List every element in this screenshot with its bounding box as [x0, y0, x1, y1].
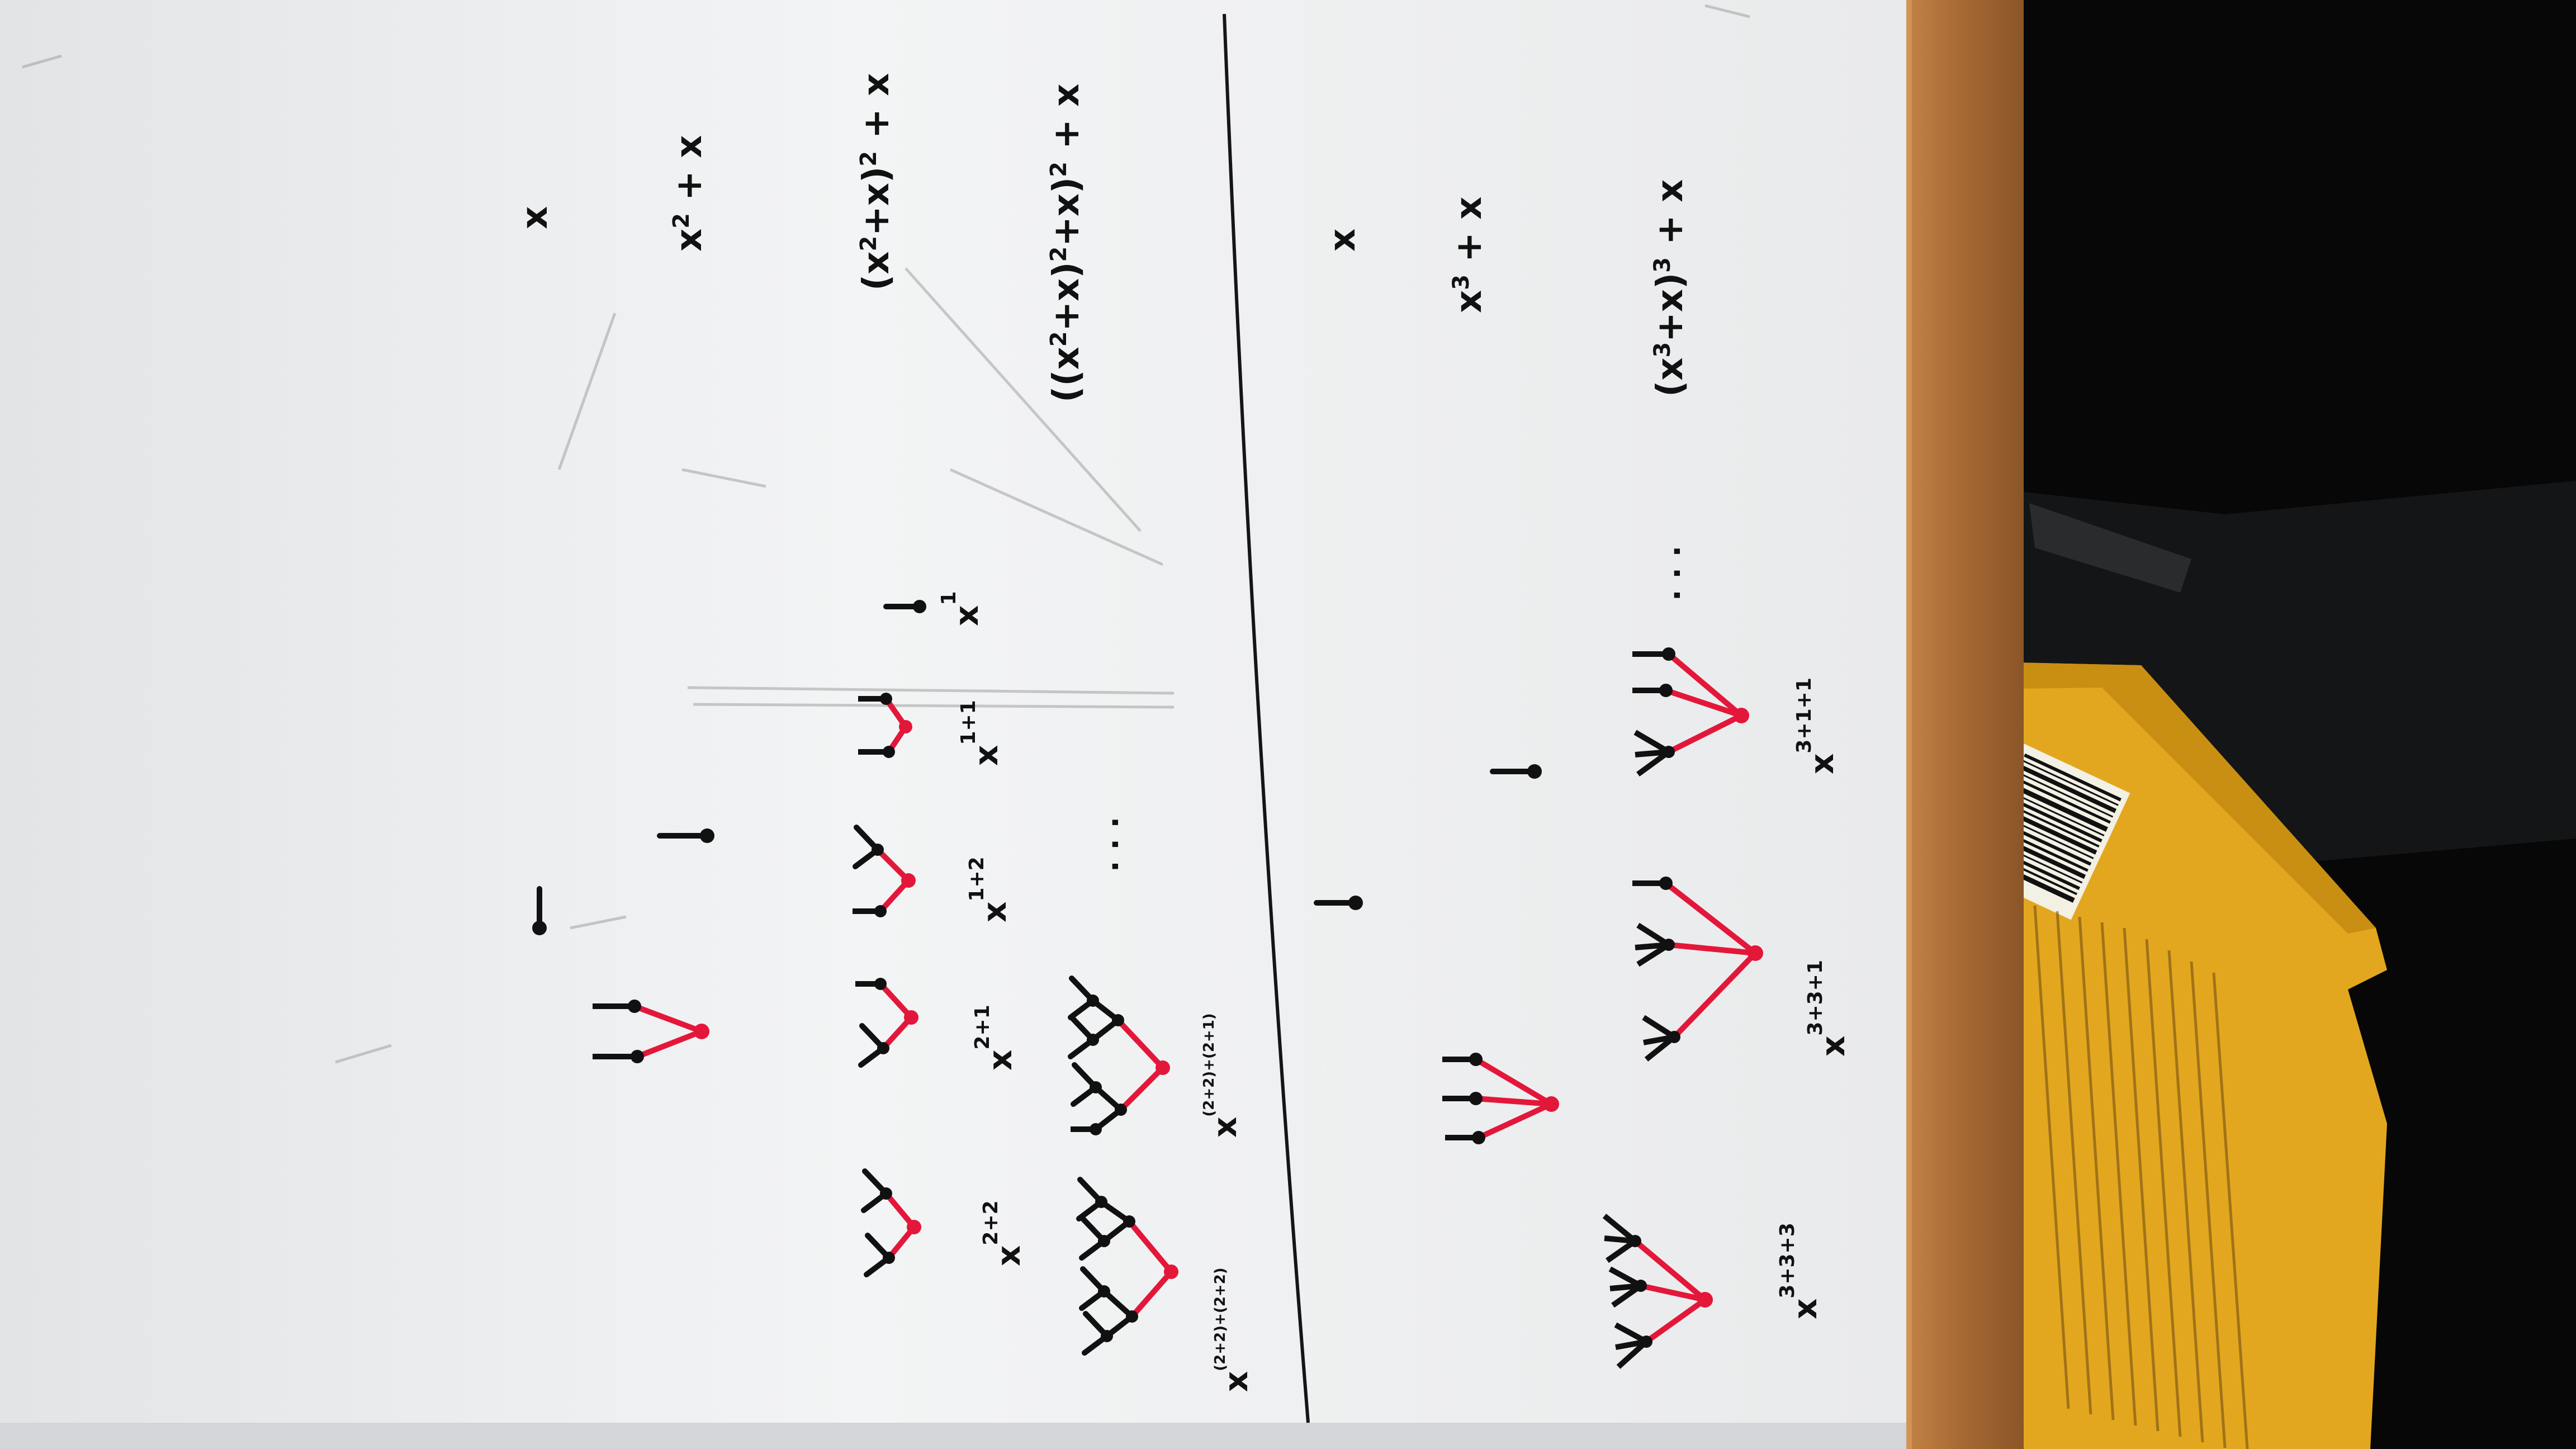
tree-single-leaf-3	[883, 600, 926, 613]
exp-1plus1-text: 1+1	[957, 700, 980, 745]
rhs-bottom-iter2-rest: + x	[1649, 179, 1691, 258]
rhs-x2-plus-x: x2 + x	[668, 135, 710, 252]
ellipsis-top-text: . . .	[1090, 816, 1125, 872]
rhs-bottom-x: x	[1322, 228, 1363, 252]
rhs-iter3-sup3: 2	[1046, 162, 1072, 177]
tree-leaf-fork	[853, 827, 916, 917]
tree-fork-fork	[864, 1171, 921, 1275]
tree-bottom-single	[1314, 896, 1363, 910]
rhs-bottom-x3-rest: + x	[1448, 196, 1490, 275]
rhs-x2-base: x	[668, 228, 710, 252]
rhs-iter3-sup: 2	[1046, 331, 1072, 347]
rhs-bottom-x3-plus-x: x3 + x	[1448, 196, 1490, 313]
rhs-bottom-x3-base: x	[1448, 290, 1490, 313]
exp-22-21: x(2+2)+(2+1)	[1201, 1013, 1244, 1138]
ellipsis-top: . . .	[1090, 816, 1125, 872]
smudge-marks	[22, 4, 1750, 1064]
rhs-iter3-sup2: 2	[1046, 246, 1072, 262]
exp-333: x3+3+3	[1776, 1223, 1824, 1319]
exp-2plus2-text: 2+2	[979, 1200, 1002, 1246]
exp-22-21-text: (2+2)+(2+1)	[1201, 1013, 1218, 1117]
black-object-shine	[2029, 503, 2191, 593]
rhs-iter2-sup2: 2	[856, 151, 882, 167]
book-text-lines	[2033, 905, 2249, 1449]
rhs-iter2-pre: (x	[855, 251, 897, 291]
tree-bottom-331	[1632, 877, 1763, 1062]
exp-22-22: x(2+2)+(2+2)	[1212, 1267, 1255, 1392]
rhs-iter2-mid: +x)	[855, 166, 897, 236]
ellipsis-bottom: . . .	[1652, 545, 1687, 601]
rhs-iter2: (x2+x)2 + x	[855, 73, 897, 291]
rhs-x2-rest: + x	[668, 135, 710, 214]
tree-single-leaf-2	[657, 828, 714, 843]
tree-bottom-three	[1442, 1053, 1559, 1144]
rhs-iter3: ((x2+x)2+x)2 + x	[1045, 83, 1087, 402]
exp-311: x3+1+1	[1793, 678, 1841, 774]
exp-1plus1: x1+1	[957, 700, 1005, 766]
tree-bottom-333	[1602, 1214, 1713, 1369]
tree-bottom-311	[1632, 647, 1749, 777]
exp-333-text: 3+3+3	[1776, 1223, 1799, 1299]
rhs-iter3-pre: ((x	[1045, 347, 1087, 402]
exp-2plus1-text: 2+1	[971, 1005, 994, 1050]
exp-1: x1	[937, 591, 986, 626]
tree-depth3-b	[1071, 978, 1170, 1135]
rhs-bottom-x-base: x	[1322, 228, 1363, 252]
exp-311-text: 3+1+1	[1793, 678, 1816, 754]
whiteboard	[0, 0, 1906, 1449]
rhs-bottom-iter2-mid: +x)	[1649, 272, 1691, 342]
exp-2plus2: x2+2	[979, 1200, 1027, 1266]
rhs-bottom-x3-sup: 3	[1448, 274, 1474, 290]
rhs-x2-sup: 2	[669, 213, 694, 229]
rhs-iter2-sup: 2	[856, 235, 882, 252]
tree-fork-leaf	[855, 978, 918, 1065]
tree-bottom-single-2	[1490, 764, 1542, 779]
rhs-iter3-mid: +x)	[1045, 262, 1087, 332]
rhs-bottom-iter2-sup2: 3	[1650, 257, 1675, 273]
rhs-bottom-iter2: (x3+x)3 + x	[1649, 179, 1691, 397]
exp-1plus2: x1+2	[965, 856, 1014, 922]
exp-1-text: 1	[937, 591, 960, 605]
rhs-bottom-iter2-sup: 3	[1650, 342, 1675, 358]
tree-leaf-leaf	[858, 693, 912, 758]
section-divider	[1223, 13, 1310, 1423]
rhs-iter2-rest: + x	[855, 73, 897, 151]
ellipsis-bottom-text: . . .	[1652, 545, 1687, 601]
rhs-bottom-iter2-pre: (x	[1649, 357, 1691, 397]
tree-depth3-a	[1079, 1180, 1178, 1353]
exp-331: x3+3+1	[1804, 960, 1852, 1057]
board-frame	[1895, 0, 2024, 1449]
exp-22-22-text: (2+2)+(2+2)	[1212, 1267, 1229, 1371]
tree-two-leaves	[593, 1000, 709, 1063]
exp-331-text: 3+3+1	[1804, 960, 1827, 1036]
rhs-iter3-rest: + x	[1045, 83, 1087, 162]
rhs-x: x	[514, 206, 556, 229]
exp-2plus1: x2+1	[971, 1005, 1019, 1071]
rhs-iter3-mid2: +x)	[1045, 177, 1087, 247]
exp-1plus2-text: 1+2	[965, 856, 988, 902]
rhs-x-base: x	[514, 206, 556, 229]
